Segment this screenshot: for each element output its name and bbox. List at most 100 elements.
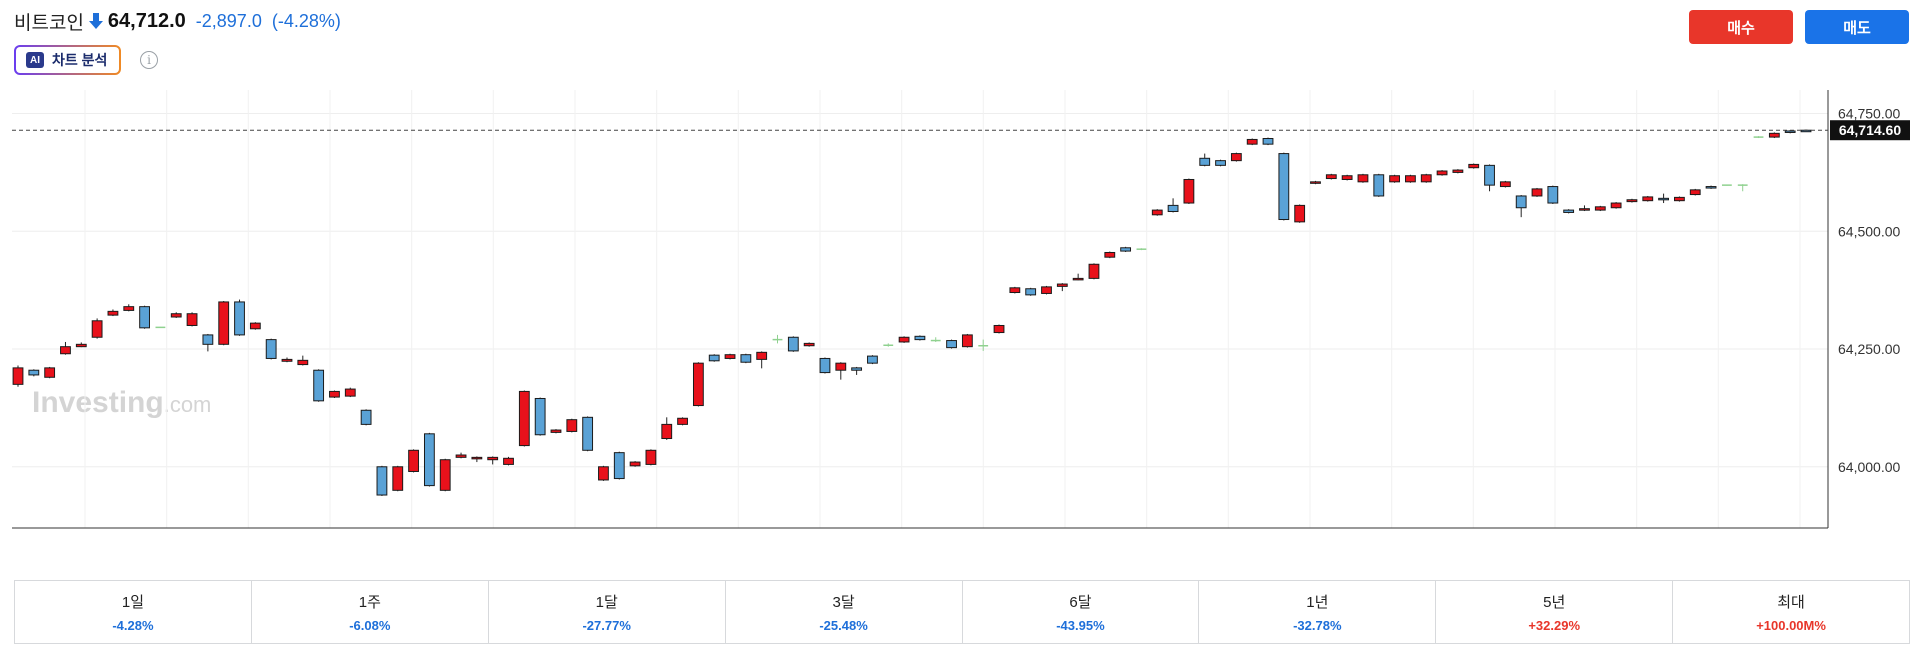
y-tick-label: 64,250.00 [1838,341,1900,357]
period-tab-3[interactable]: 3달 -25.48% [726,581,963,643]
candle-body [851,367,863,371]
candle-body [1167,204,1179,213]
period-tab-6[interactable]: 5년 +32.29% [1436,581,1674,643]
current-price: 64,712.0 [107,9,186,32]
period-label: 1달 [595,594,618,611]
asset-name: 비트코인 [14,12,84,34]
period-tab-2[interactable]: 1달 -27.77% [489,581,726,643]
period-tab-7[interactable]: 최대 +100.00M% [1673,581,1909,643]
candle-body [550,429,562,433]
period-tab-0[interactable]: 1일 -4.28% [15,581,252,643]
candle-body [439,459,451,491]
period-change: -4.28% [112,618,154,633]
candle-body [1215,160,1226,166]
period-change: -25.48% [819,618,868,633]
candle-body [1009,287,1021,294]
candle-body [170,313,182,318]
candle-body [1420,174,1432,183]
candle-body [408,449,419,472]
period-tab-5[interactable]: 1년 -32.78% [1199,581,1437,643]
candle-body [360,409,372,425]
candle-body [946,340,957,349]
candle-body [281,358,293,362]
candle-body [819,357,831,374]
candle-body [1246,138,1258,145]
candle-body [1294,204,1306,223]
candle-body [297,359,309,366]
candle-body [1768,132,1780,138]
candle-body [1579,208,1590,211]
candle-body [1389,175,1401,183]
candle-body [1278,153,1290,221]
sell-button[interactable]: 매도 [1805,10,1909,44]
price-change: -2,897.0 [195,10,262,31]
candle-body [1547,186,1559,204]
candle-body [1373,174,1385,197]
candle-body [1610,202,1622,209]
candle-body [1689,189,1701,196]
y-tick-label: 64,000.00 [1838,459,1900,475]
candle-body [487,456,499,461]
candle-body [1230,153,1242,162]
period-tab-4[interactable]: 6달 -43.95% [963,581,1200,643]
candle-body [1025,288,1037,296]
candle-body [1626,199,1638,203]
candle-body [234,301,245,336]
candlestick-chart[interactable]: Investing.com04:5505:0005:0505:1005:1505… [0,90,1920,530]
candle-body [471,456,483,460]
candle-body [645,449,657,465]
candle-body [1515,195,1527,209]
period-change: +100.00M% [1756,618,1826,633]
candle-body [1310,181,1321,184]
candle-body [708,354,720,362]
period-tab-1[interactable]: 1주 -6.08% [252,581,489,643]
candle-body [1499,181,1511,188]
candle-body [503,457,514,465]
candle-body [202,334,214,345]
y-tick-label: 64,750.00 [1838,106,1900,122]
period-change: +32.29% [1528,618,1581,633]
period-label: 1년 [1306,594,1329,611]
info-icon[interactable]: i [140,51,158,69]
last-price-label: 64,714.60 [1839,122,1901,138]
candle-body [598,466,609,481]
candle-body [1104,251,1116,258]
candle-body [1357,174,1369,183]
candle-body [993,324,1005,334]
candle-body [1594,206,1606,211]
candle-body [1642,196,1654,202]
candle-body [376,466,388,496]
ai-badge-icon: AI [26,52,44,68]
price-change-percent: (-4.28%) [271,10,341,31]
candle-body [218,301,230,345]
candle-body [1658,197,1669,201]
candle-body [186,313,198,326]
candle-body [867,355,878,364]
candle-body [265,339,277,359]
candle-body [1341,175,1353,180]
candle-body [1151,209,1163,216]
candle-body [392,466,404,491]
candle-body [1531,188,1543,197]
candle-body [803,342,815,347]
candle-body [835,362,847,371]
candle-body [313,369,325,402]
y-tick-label: 64,500.00 [1838,223,1900,239]
period-change: -43.95% [1056,618,1105,633]
candle-body [914,335,926,341]
candle-body [756,351,768,360]
candle-body [107,310,119,316]
period-label: 5년 [1543,594,1566,611]
candle-body [75,343,87,348]
candle-body [961,334,973,348]
candle-body [898,336,910,343]
candle-body [1436,170,1448,176]
candle-body [1041,286,1052,294]
ai-chart-analysis-button[interactable]: AI 차트 분석 [14,45,121,75]
candle-body [1183,178,1195,204]
candle-body [249,322,261,330]
buy-button[interactable]: 매수 [1689,10,1793,44]
period-label: 최대 [1777,594,1805,611]
candle-body [12,367,24,385]
candle-body [740,354,752,363]
